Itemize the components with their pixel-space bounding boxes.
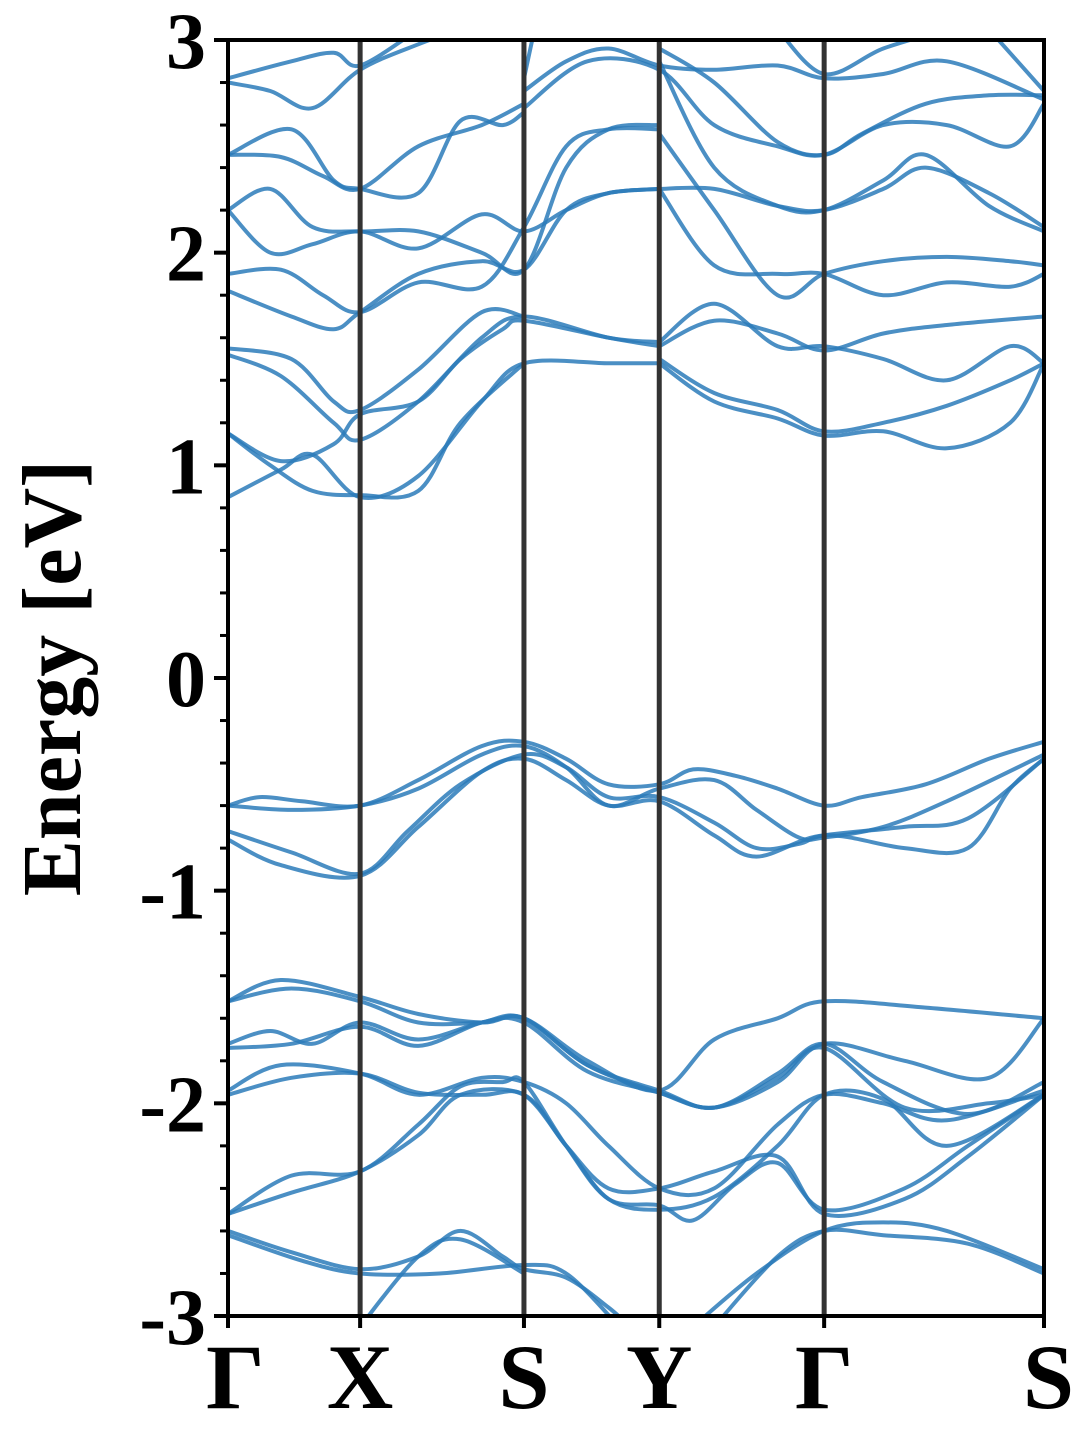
band-line-40 (657, 46, 1044, 158)
band-line-11 (228, 1087, 1044, 1218)
y-tick-label: -1 (139, 849, 206, 937)
kpoint-label: Γ (795, 1326, 854, 1428)
band-line-18 (228, 361, 526, 500)
band-line-10 (228, 1075, 1044, 1223)
band-line-16 (720, 1227, 1044, 1316)
high-symmetry-lines (357, 40, 827, 1316)
band-line-35 (657, 361, 1044, 451)
kpoint-label: S (1023, 1326, 1074, 1428)
band-line-37 (657, 186, 1044, 298)
band-line-28 (228, 40, 436, 111)
y-axis-label: Energy [eV] (6, 460, 99, 896)
y-tick-label: 1 (166, 423, 206, 511)
band-line-22 (228, 186, 662, 332)
band-line-17 (228, 358, 662, 500)
y-tick-label: 0 (166, 636, 206, 724)
band-line-12 (228, 1228, 622, 1316)
y-tick-label: -2 (139, 1061, 206, 1149)
band-line-31 (522, 56, 1044, 158)
band-line-2 (228, 752, 1044, 877)
band-line-20 (228, 314, 662, 443)
band-line-42 (995, 40, 1044, 93)
kpoint-label: S (498, 1326, 549, 1428)
band-line-41 (783, 40, 917, 77)
y-axis-ticks: -3 -2 -1 0 1 2 3 (139, 0, 228, 1362)
band-line-36 (657, 165, 1044, 230)
band-line-39 (657, 59, 1044, 234)
band-line-32 (657, 301, 1044, 383)
band-line-38 (657, 131, 1044, 300)
band-line-25 (228, 122, 662, 276)
band-line-23 (228, 126, 662, 315)
band-line-27 (228, 110, 526, 200)
y-tick-label: 2 (166, 211, 206, 299)
y-tick-label: -3 (139, 1274, 206, 1362)
kpoint-label: X (327, 1326, 393, 1428)
band-line-34 (657, 357, 1044, 434)
band-line-30 (522, 46, 1044, 102)
band-line-19 (228, 318, 662, 464)
band-line-15 (702, 1220, 1044, 1316)
y-tick-label: 3 (166, 0, 206, 86)
band-line-3 (228, 756, 1044, 880)
band-line-13 (228, 1233, 613, 1316)
band-line-7 (228, 1015, 1044, 1114)
band-line-24 (228, 186, 662, 257)
bands-layer (228, 40, 1044, 1316)
kpoint-label: Γ (206, 1326, 265, 1428)
band-line-29 (228, 40, 407, 81)
kpoint-label: Y (626, 1326, 692, 1428)
band-line-14 (365, 1236, 526, 1316)
band-line-33 (657, 314, 1044, 353)
band-line-21 (228, 307, 526, 415)
